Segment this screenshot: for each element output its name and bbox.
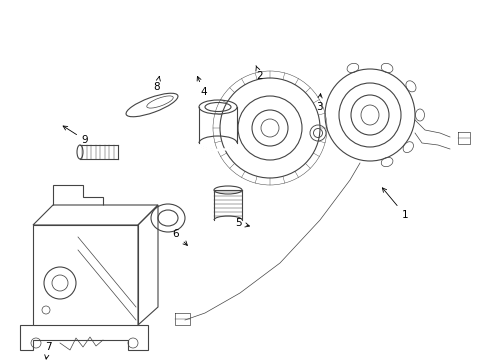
Text: 6: 6 xyxy=(172,229,187,246)
Text: 1: 1 xyxy=(382,188,407,220)
Text: 4: 4 xyxy=(197,76,207,97)
Text: 3: 3 xyxy=(315,94,322,112)
Text: 2: 2 xyxy=(255,66,263,81)
Text: 7: 7 xyxy=(44,342,51,359)
Text: 8: 8 xyxy=(153,76,160,92)
Text: 9: 9 xyxy=(63,126,88,145)
Text: 5: 5 xyxy=(234,218,249,228)
